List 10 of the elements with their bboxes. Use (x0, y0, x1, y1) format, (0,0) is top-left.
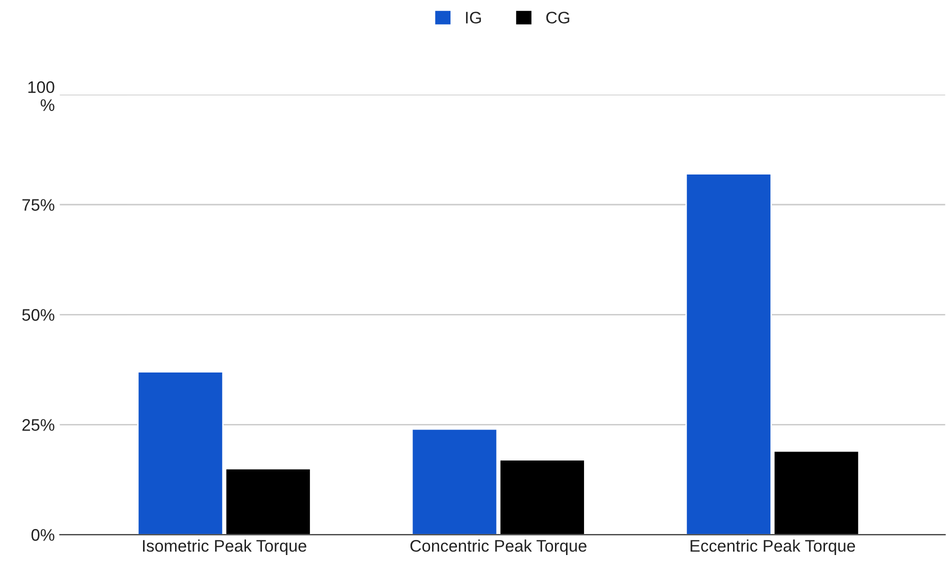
x-tick-label: Concentric Peak Torque (410, 540, 586, 556)
x-tick-label: Isometric Peak Torque (143, 540, 306, 556)
y-tick-label: 50% (22, 309, 54, 321)
y-tick-label: 0% (31, 529, 54, 541)
y-tick-label: 100 % (28, 81, 54, 111)
legend-label: CG (546, 12, 570, 24)
x-tick-label: Eccentric Peak Torque (690, 540, 855, 556)
y-tick-label: 25% (22, 419, 54, 431)
legend-label: IG (466, 12, 481, 24)
y-tick-label: 75% (22, 199, 54, 211)
